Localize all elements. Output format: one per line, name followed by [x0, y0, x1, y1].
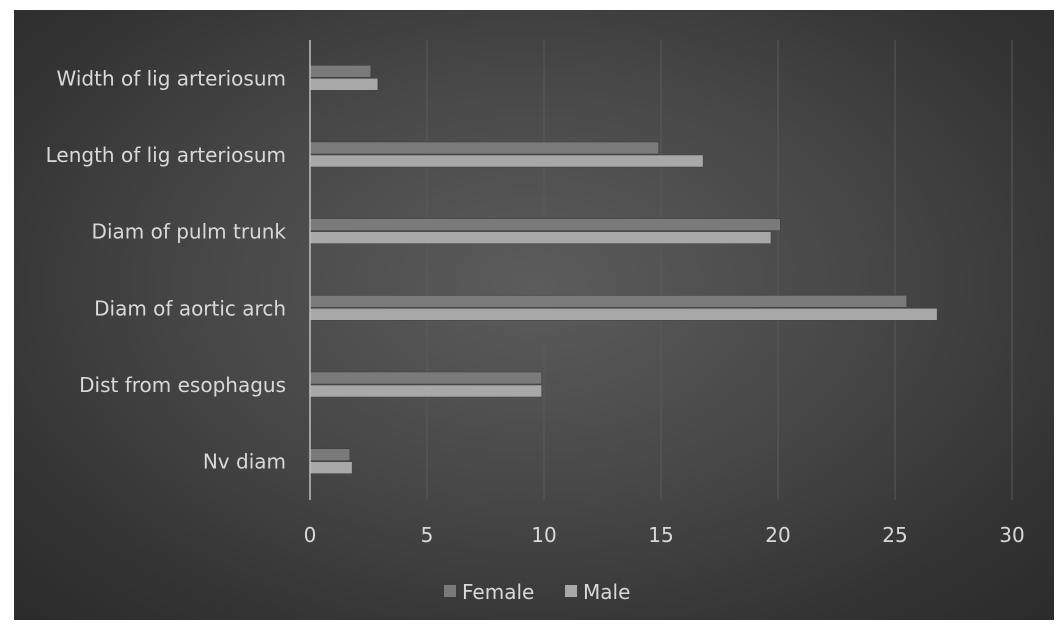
bar-female [309, 371, 542, 385]
x-tick-label: 10 [531, 523, 556, 547]
x-tick-label: 25 [882, 523, 907, 547]
legend-swatch-male [565, 585, 577, 597]
bars [309, 65, 938, 474]
x-tick-label: 15 [648, 523, 673, 547]
legend-swatch-female [444, 585, 456, 597]
legend-label-male: Male [583, 580, 630, 604]
x-tick-label: 20 [765, 523, 790, 547]
bar-male [309, 308, 938, 321]
category-label: Diam of pulm trunk [92, 220, 287, 244]
x-tick-label: 0 [304, 523, 317, 547]
bar-male [309, 461, 353, 474]
bar-chart: Nv diam Dist from esophagus Diam of aortic… [46, 40, 1025, 604]
category-label: Nv diam [203, 450, 286, 474]
chart-area: Nv diam Dist from esophagus Diam of aortic… [14, 10, 1054, 620]
x-tick-label: 5 [421, 523, 434, 547]
category-labels: Nv diam Dist from esophagus Diam of aortic… [46, 66, 287, 473]
bar-female [309, 65, 372, 78]
bar-female [309, 295, 907, 308]
category-label: Diam of aortic arch [94, 296, 286, 320]
bar-female [309, 218, 781, 231]
bar-male [309, 231, 772, 244]
legend-label-female: Female [462, 580, 534, 604]
legend: Female Male [444, 580, 630, 604]
category-label: Dist from esophagus [79, 373, 286, 397]
x-tick-labels: 0 5 10 15 20 25 30 [304, 523, 1025, 547]
category-label: Width of lig arteriosum [57, 66, 286, 90]
bar-female [309, 448, 351, 461]
bar-male [309, 78, 379, 91]
gridlines [426, 40, 1013, 500]
bar-male [309, 384, 542, 398]
x-tick-label: 30 [999, 523, 1024, 547]
bar-male [309, 154, 704, 168]
category-label: Length of lig arteriosum [46, 143, 286, 167]
bar-female [309, 141, 659, 155]
